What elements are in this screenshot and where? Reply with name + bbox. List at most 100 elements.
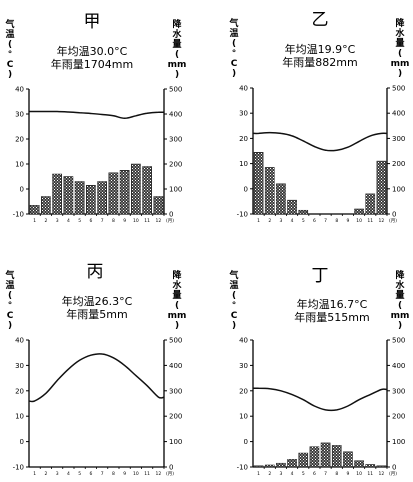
precip-tick-label: 0 [392,211,396,219]
precip-axis-label: 降 [172,18,182,30]
temp-axis-label: ( [8,291,12,301]
precip-axis-label: ( [398,49,402,59]
climate-chart-1: 甲年均温30.0°C年雨量1704mm气温(°C)降水量(mm)40302010… [4,12,186,224]
temperature-line [252,387,388,412]
month-label: 11 [367,471,373,477]
temp-axis-label: C [7,60,14,70]
temp-tick-label: 0 [244,185,248,193]
precip-axis-label: 水 [172,279,182,291]
precip-tick-label: 400 [169,362,182,370]
temp-tick-label: -10 [237,211,248,219]
precip-bar [331,445,342,468]
month-label: 6 [89,471,92,477]
month-label: 5 [302,471,305,477]
month-label: 1 [257,218,260,224]
precip-axis-label: mm [391,59,410,69]
chart-title: 丙 [87,262,104,282]
precip-tick-label: 100 [169,438,182,446]
precip-tick-label: 0 [169,211,173,219]
temp-axis-label: C [231,311,238,321]
temp-axis-label: ) [8,321,12,331]
precip-axis-label: 降 [395,17,405,29]
month-unit: (月) [389,471,397,477]
precip-bar [29,205,40,215]
climate-chart-3: 丙年均温26.3°C年雨量5mm气温(°C)降水量(mm)403020100-1… [4,262,186,477]
month-label: 11 [144,218,150,224]
precip-bar [298,209,309,215]
temp-tick-label: 30 [15,111,24,119]
precip-bar [264,167,275,215]
precip-bar [354,208,364,215]
month-label: 3 [279,471,282,477]
precip-axis-label: 量 [172,38,181,50]
month-label: 4 [291,471,294,477]
precip-bar [365,464,376,468]
month-label: 5 [78,471,81,477]
month-label: 12 [379,471,385,477]
month-label: 2 [268,218,271,224]
precip-bar [276,462,286,468]
temp-tick-label: 30 [15,362,24,370]
temp-axis-label: ) [232,321,236,331]
temp-axis-label: ° [8,50,13,60]
month-label: 11 [144,471,150,477]
chart-stat: 年雨量5mm [66,307,127,321]
month-label: 10 [133,218,139,224]
precip-bar [41,196,51,215]
temp-axis-label: ( [232,39,236,49]
precip-bar [63,176,74,215]
climate-chart-2: 乙年均温19.9°C年雨量882mm气温(°C)降水量(mm)403020100… [228,10,409,224]
temp-axis-label: ) [232,69,236,79]
precip-bar [320,442,331,468]
month-label: 8 [335,218,338,224]
month-label: 7 [324,471,327,477]
precip-bar [153,196,164,215]
precip-tick-label: 100 [169,186,182,194]
precip-tick-label: 200 [392,413,405,421]
month-label: 4 [67,471,70,477]
precip-axis-label: 水 [395,27,405,39]
precip-bar [287,459,297,468]
month-label: 12 [156,471,162,477]
precip-bar [74,181,85,215]
month-unit: (月) [166,471,174,477]
month-label: 2 [44,218,47,224]
temp-tick-label: 0 [20,186,24,194]
precip-bar [309,446,320,468]
month-label: 1 [33,218,36,224]
precip-tick-label: 300 [169,387,182,395]
precip-axis-label: mm [391,311,410,321]
precip-tick-label: 500 [169,337,182,345]
temp-tick-label: -10 [13,464,24,472]
precip-axis-label: ( [175,301,179,311]
precip-tick-label: 0 [169,464,173,472]
month-label: 1 [257,471,260,477]
temp-tick-label: 20 [239,387,248,395]
month-label: 6 [89,218,92,224]
precip-tick-label: 100 [392,438,405,446]
temp-tick-label: 40 [15,86,24,94]
month-label: 12 [379,218,385,224]
temp-axis-label: 温 [5,279,14,291]
temp-tick-label: 0 [20,438,24,446]
temp-tick-label: 40 [239,85,248,93]
temp-tick-label: 10 [239,160,248,168]
month-label: 12 [156,218,162,224]
month-label: 9 [123,218,126,224]
temp-axis-label: ° [232,49,237,59]
temp-tick-label: 0 [244,438,248,446]
month-label: 10 [356,218,362,224]
precip-tick-label: 300 [392,135,405,143]
chart-stat: 年雨量1704mm [51,57,133,71]
temp-axis-label: ) [8,70,12,80]
precip-axis-label: ( [175,50,179,60]
precip-tick-label: 200 [169,161,182,169]
precip-axis-label: ) [398,69,402,79]
month-label: 8 [112,471,115,477]
temp-tick-label: 40 [239,337,248,345]
precip-tick-label: 200 [169,413,182,421]
temp-tick-label: 30 [239,362,248,370]
precip-axis-label: 量 [172,289,181,301]
month-label: 9 [346,218,349,224]
